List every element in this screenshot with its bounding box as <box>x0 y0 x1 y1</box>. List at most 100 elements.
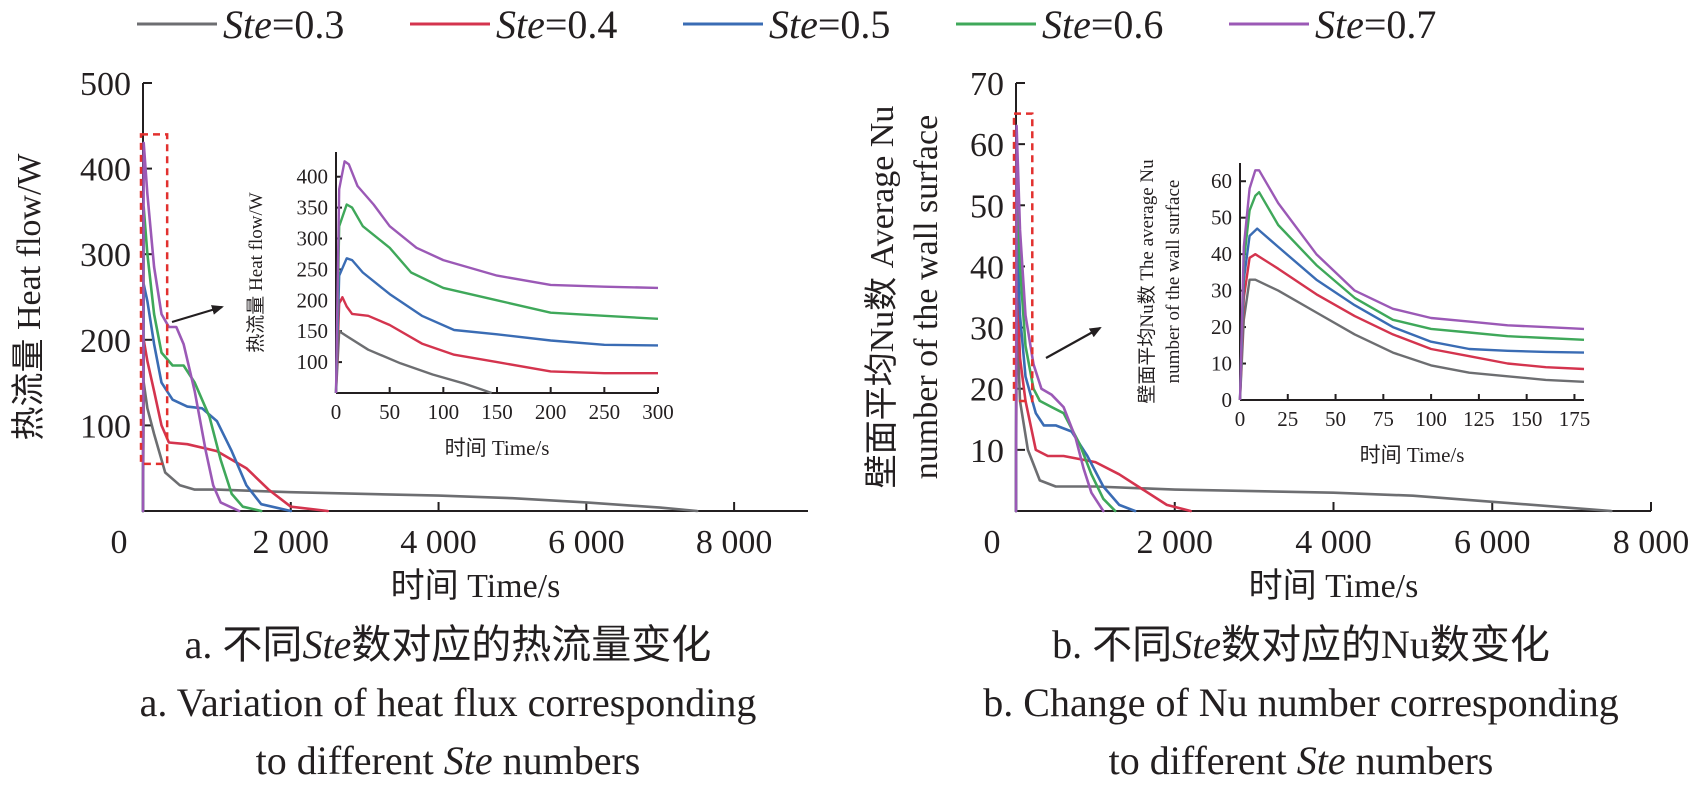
legend-ste: Ste <box>769 2 818 47</box>
y-tick-label: 60 <box>970 127 1004 164</box>
y-axis-label-line1: 壁面平均Nu数 Average Nu <box>863 106 901 489</box>
legend-ste: Ste <box>1315 2 1364 47</box>
legend: Ste=0.3 Ste=0.4 Ste=0.5 Ste=0.6 Ste=0.7 <box>137 2 1436 47</box>
panel-b-inset: 0 25 50 75 100 125 150 175 0 10 20 30 40 50 60 时间 Time/… <box>1136 159 1590 467</box>
y-tick-label: 200 <box>80 323 131 360</box>
legend-label-4: Ste=0.7 <box>1315 2 1436 47</box>
caption-a-en-line1: a. Variation of heat flux corresponding <box>140 680 757 725</box>
y-tick-label: 10 <box>1211 352 1232 376</box>
x-tick-label: 0 <box>1235 407 1246 431</box>
x-tick-label: 75 <box>1373 407 1394 431</box>
series-line-Ste07 <box>1238 169 1585 401</box>
x-tick-label: 175 <box>1559 407 1591 431</box>
x-tick-label: 50 <box>379 400 400 424</box>
y-tick-label: 500 <box>80 66 131 103</box>
x-tick-label: 100 <box>1415 407 1447 431</box>
caption-a-cn-1: a. 不同 <box>185 622 303 667</box>
series-line-Ste06 <box>1238 191 1585 401</box>
x-tick-label: 125 <box>1463 407 1495 431</box>
x-tick-label: 150 <box>481 400 513 424</box>
legend-value: =0.6 <box>1091 2 1164 47</box>
series-line-Ste05 <box>141 282 293 513</box>
y-tick-label: 70 <box>970 66 1004 103</box>
zoom-highlight-box <box>1012 112 1034 403</box>
x-tick-label: 4 000 <box>400 524 477 561</box>
x-tick-label: 0 <box>111 524 128 561</box>
legend-ste: Ste <box>496 2 545 47</box>
legend-ste: Ste <box>223 2 272 47</box>
legend-value: =0.3 <box>272 2 345 47</box>
x-axis-label: 时间 Time/s <box>391 568 561 605</box>
caption-b-en-line2: to different Ste numbers <box>1109 738 1494 783</box>
caption-a-cn-ste: Ste <box>302 622 351 667</box>
series-line-Ste07 <box>1014 124 1105 513</box>
y-tick-label: 0 <box>1222 388 1233 412</box>
series-line-Ste06 <box>141 205 263 513</box>
y-tick-label: 30 <box>1211 279 1232 303</box>
x-axis-label: 时间 Time/s <box>1249 568 1419 605</box>
x-tick-label: 50 <box>1325 407 1346 431</box>
caption-a-cn-2: 数对应的热流量变化 <box>351 622 711 667</box>
legend-label-0: Ste=0.3 <box>223 2 344 47</box>
y-tick-label: 100 <box>80 408 131 445</box>
x-tick-label: 250 <box>589 400 621 424</box>
y-axis-label-line2: number of the wall surface <box>908 115 945 479</box>
zoom-arrow-a <box>171 305 224 324</box>
series-line-Ste03 <box>141 381 699 513</box>
series-line-Ste04 <box>1014 265 1192 513</box>
series-line-Ste06 <box>334 203 659 394</box>
y-tick-label: 60 <box>1211 169 1232 193</box>
x-axis-label: 时间 Time/s <box>1360 443 1465 467</box>
x-tick-label: 6 000 <box>548 524 625 561</box>
x-tick-label: 200 <box>535 400 567 424</box>
legend-label-3: Ste=0.6 <box>1042 2 1163 47</box>
y-tick-label: 250 <box>297 257 329 281</box>
caption-b-cn-ste: Ste <box>1172 622 1221 667</box>
x-tick-label: 100 <box>428 400 460 424</box>
y-tick-label: 10 <box>970 433 1004 470</box>
legend-value: =0.4 <box>545 2 618 47</box>
legend-ste: Ste <box>1042 2 1091 47</box>
caption-a-en-line2: to different Ste numbers <box>256 738 641 783</box>
y-tick-label: 200 <box>297 288 329 312</box>
x-tick-label: 2 000 <box>1137 524 1214 561</box>
caption-a-en2-1: to different <box>256 738 444 783</box>
y-tick-label: 50 <box>970 188 1004 225</box>
caption-b-en2-2: numbers <box>1346 738 1494 783</box>
legend-label-2: Ste=0.5 <box>769 2 890 47</box>
zoom-arrow-b <box>1045 327 1102 359</box>
y-tick-label: 400 <box>297 165 329 189</box>
y-tick-label: 20 <box>1211 315 1232 339</box>
y-tick-label: 150 <box>297 319 329 343</box>
y-axis-label-line2: number of the wall surface <box>1163 180 1184 384</box>
legend-value: =0.5 <box>818 2 891 47</box>
zoom-highlight-box <box>139 133 169 466</box>
x-tick-label: 0 <box>331 400 342 424</box>
caption-b-en2-ste: Ste <box>1297 738 1346 783</box>
x-tick-label: 150 <box>1511 407 1543 431</box>
caption-a-cn: a. 不同Ste数对应的热流量变化 <box>185 622 712 667</box>
series-line-Ste04 <box>334 296 658 394</box>
y-tick-label: 400 <box>80 152 131 189</box>
x-tick-label: 2 000 <box>253 524 330 561</box>
caption-b-cn-1: b. 不同 <box>1052 622 1172 667</box>
x-axis-label: 时间 Time/s <box>445 436 550 460</box>
x-tick-label: 0 <box>984 524 1001 561</box>
y-tick-label: 50 <box>1211 206 1232 230</box>
series-line-Ste04 <box>141 338 329 513</box>
x-tick-label: 300 <box>642 400 674 424</box>
y-tick-label: 300 <box>297 227 329 251</box>
series-line-Ste03 <box>334 330 492 395</box>
y-axis-label: 热流量 Heat flow/W <box>245 192 267 352</box>
x-tick-label: 8 000 <box>696 524 773 561</box>
series-line-Ste06 <box>1014 161 1117 513</box>
caption-a-en2-ste: Ste <box>444 738 493 783</box>
series-line-Ste03 <box>1238 278 1585 401</box>
series-line-Ste05 <box>1014 222 1137 513</box>
x-tick-label: 25 <box>1277 407 1298 431</box>
panel-b-nusselt: 0 2 000 4 000 6 000 8 000 10 20 30 40 50 60 70 时间 Ti… <box>863 66 1689 605</box>
y-axis-label-line1: 壁面平均Nu数 The average Nu <box>1136 159 1158 404</box>
legend-value: =0.7 <box>1364 2 1437 47</box>
y-tick-label: 40 <box>1211 242 1232 266</box>
